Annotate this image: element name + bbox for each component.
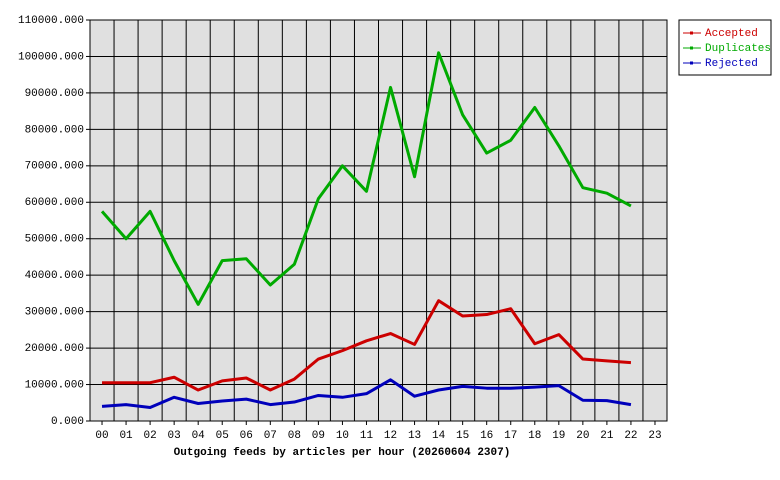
- x-tick-label: 19: [552, 430, 565, 442]
- x-tick-label: 23: [648, 430, 661, 442]
- legend-label: Duplicates: [705, 43, 771, 55]
- chart-title: Outgoing feeds by articles per hour (202…: [174, 447, 511, 459]
- x-tick-label: 00: [95, 430, 108, 442]
- x-tick-label: 07: [264, 430, 277, 442]
- x-tick-label: 11: [360, 430, 374, 442]
- y-tick-label: 20000.000: [25, 343, 84, 355]
- legend-label: Rejected: [705, 58, 758, 70]
- legend-marker: [690, 31, 693, 35]
- y-tick-label: 40000.000: [25, 270, 84, 282]
- legend-marker: [690, 46, 693, 50]
- y-tick-label: 70000.000: [25, 161, 84, 173]
- x-tick-label: 13: [408, 430, 421, 442]
- x-tick-label: 21: [600, 430, 614, 442]
- x-tick-label: 08: [288, 430, 301, 442]
- x-tick-label: 01: [119, 430, 133, 442]
- y-tick-label: 50000.000: [25, 234, 84, 246]
- x-tick-label: 02: [144, 430, 157, 442]
- x-tick-label: 06: [240, 430, 253, 442]
- y-tick-label: 60000.000: [25, 197, 84, 209]
- y-tick-label: 30000.000: [25, 307, 84, 319]
- series-line: [101, 378, 632, 410]
- x-tick-label: 10: [336, 430, 349, 442]
- series-line: [100, 51, 632, 306]
- y-tick-label: 80000.000: [25, 124, 84, 136]
- x-tick-label: 20: [576, 430, 589, 442]
- y-tick-label: 90000.000: [25, 88, 84, 100]
- series-line: [102, 299, 632, 392]
- x-tick-label: 18: [528, 430, 541, 442]
- y-tick-label: 0.000: [51, 416, 84, 428]
- x-tick-label: 14: [432, 430, 446, 442]
- x-tick-label: 09: [312, 430, 325, 442]
- y-tick-label: 10000.000: [25, 379, 84, 391]
- x-tick-label: 22: [624, 430, 637, 442]
- x-tick-label: 03: [168, 430, 181, 442]
- x-tick-label: 16: [480, 430, 493, 442]
- y-tick-label: 110000.000: [18, 15, 84, 27]
- x-tick-label: 05: [216, 430, 229, 442]
- x-tick-label: 17: [504, 430, 517, 442]
- legend-marker: [690, 61, 693, 65]
- x-tick-label: 12: [384, 430, 397, 442]
- x-tick-label: 04: [192, 430, 206, 442]
- y-tick-label: 100000.000: [18, 51, 84, 63]
- legend-label: Accepted: [705, 28, 758, 40]
- x-tick-label: 15: [456, 430, 469, 442]
